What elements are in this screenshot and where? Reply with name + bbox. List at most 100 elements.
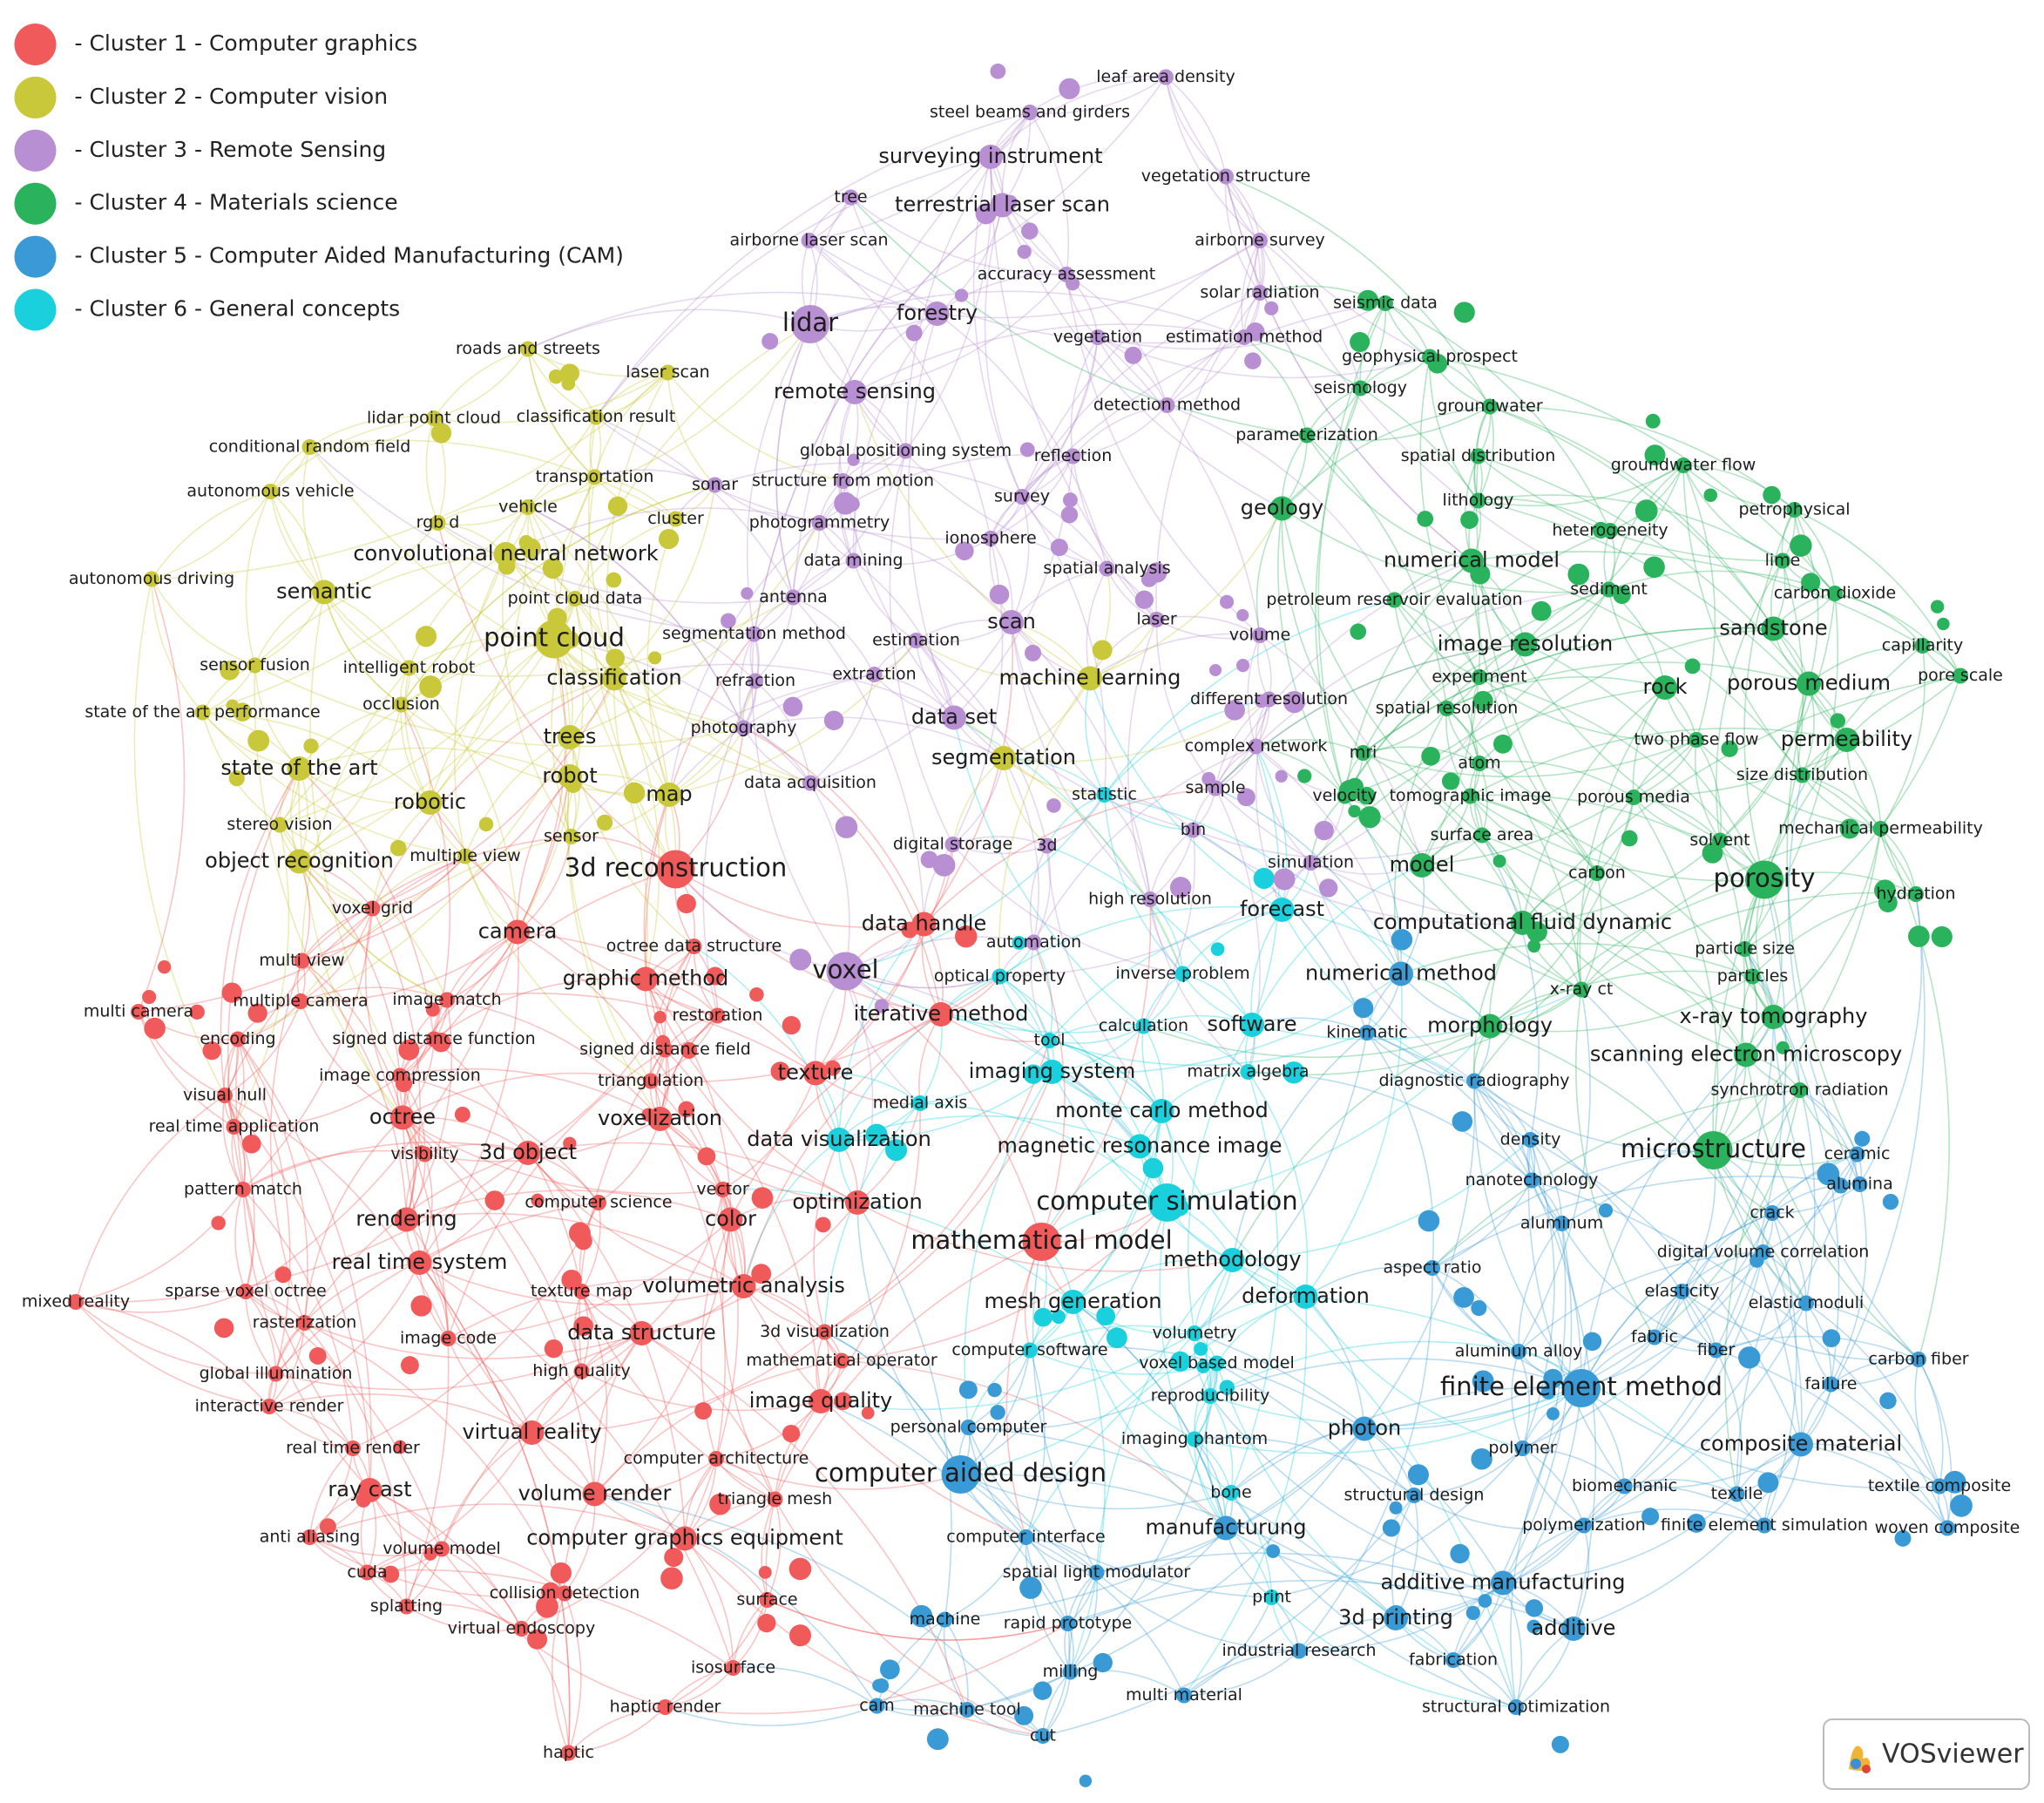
node-dot (1894, 1529, 1912, 1547)
node (1789, 1432, 1813, 1457)
node-label: state of the art (220, 756, 377, 780)
edge (1682, 464, 1716, 741)
edge (1771, 1183, 1860, 1214)
edge (1159, 1202, 1227, 1528)
node-dot (1874, 879, 1896, 902)
edge (224, 1095, 371, 1491)
edge (792, 522, 821, 599)
edge (1025, 1536, 1098, 1574)
node-dot (885, 1139, 908, 1162)
edge (371, 908, 421, 1220)
edge (1431, 1176, 1860, 1269)
edge (409, 596, 794, 677)
edge (1230, 1427, 1365, 1494)
node (1293, 1284, 1318, 1309)
edge (527, 291, 937, 350)
edge (237, 1039, 291, 1374)
edge (1763, 1154, 1858, 1253)
edge (755, 680, 811, 783)
edge (400, 484, 715, 705)
edge (1205, 1363, 1227, 1528)
edge (684, 1537, 734, 1669)
node (558, 764, 582, 789)
edge (1209, 1358, 1582, 1397)
edge (640, 1189, 724, 1334)
edge (1624, 1479, 1737, 1495)
edge (999, 905, 1283, 978)
edge (1695, 739, 1723, 841)
edge (75, 1152, 529, 1304)
node-dot (955, 541, 974, 560)
edge (1800, 1443, 1940, 1488)
node (1589, 865, 1605, 881)
edge (650, 975, 1000, 1083)
node (1355, 745, 1371, 761)
edge (841, 1202, 1168, 1362)
edge (594, 1493, 1044, 1737)
edge (1744, 675, 1961, 950)
edge (1230, 1492, 1273, 1598)
edge (1527, 1139, 1626, 1487)
edge (944, 1427, 1365, 1621)
edge (966, 1709, 1044, 1737)
edge (1715, 879, 1787, 1351)
edge (1149, 898, 1184, 975)
node-dot (308, 1346, 327, 1365)
node-dot (721, 613, 736, 629)
node-dot (1220, 594, 1235, 609)
edge (1315, 388, 1362, 796)
node (1729, 1486, 1745, 1502)
edge (1489, 1025, 1807, 1304)
edge (1067, 1579, 1574, 1630)
edge (1805, 1302, 1940, 1487)
edge (303, 1262, 420, 1324)
edge (1576, 872, 1598, 990)
node (345, 1440, 361, 1456)
node-label: different resolution (1190, 689, 1348, 708)
edge (1445, 708, 1472, 796)
edge (1183, 1596, 1273, 1697)
node (1462, 788, 1479, 804)
edge (667, 372, 843, 482)
node-label: multiple camera (233, 992, 368, 1011)
node-label: bin (1181, 820, 1206, 839)
node-dot (484, 1190, 505, 1210)
edge (722, 1073, 816, 1190)
edge (1623, 1251, 1764, 1488)
node-dot (1531, 600, 1552, 621)
node-dot (1266, 1544, 1281, 1558)
node-label: magnetic resonance image (998, 1134, 1283, 1158)
node-label: geology (1241, 496, 1323, 520)
node (394, 1207, 419, 1232)
edge (269, 491, 325, 593)
edge (279, 824, 373, 910)
edge (594, 1493, 878, 1706)
edge (1251, 1017, 1368, 1034)
node-dot (1421, 746, 1440, 766)
node-label: roads and streets (456, 339, 600, 358)
node (647, 1107, 673, 1131)
edge (1515, 1628, 1574, 1708)
node (586, 469, 603, 485)
node-dot (987, 1382, 1002, 1398)
edge (1633, 796, 1721, 842)
edge (224, 1095, 450, 1339)
node-label: lime (1765, 551, 1801, 570)
edge (517, 776, 571, 932)
node-label: semantic (276, 580, 372, 604)
node (1022, 1342, 1038, 1359)
node-dot (955, 925, 978, 948)
node-dot (400, 1356, 419, 1375)
node-dot (382, 1565, 400, 1583)
edge (838, 975, 1000, 1141)
edge (1530, 1139, 1802, 1445)
edge (1834, 593, 1961, 676)
edge (793, 451, 907, 599)
edge (1072, 1301, 1195, 1440)
node-label: mixed reality (22, 1292, 130, 1312)
node (426, 1031, 442, 1047)
edge (400, 704, 451, 1040)
edge (1800, 893, 1926, 1445)
edge (844, 971, 874, 1203)
node-dot (1721, 740, 1738, 757)
